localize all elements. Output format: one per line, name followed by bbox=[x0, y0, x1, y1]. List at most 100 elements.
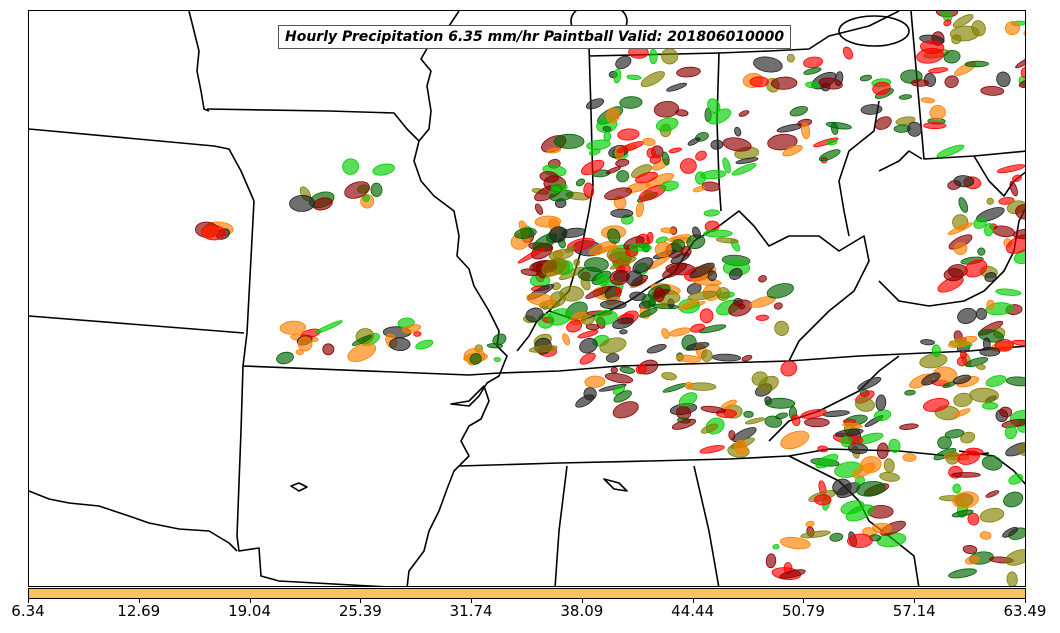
precip-paintball bbox=[584, 375, 606, 388]
colorbar-tick-label: 25.39 bbox=[338, 602, 382, 620]
precip-paintball bbox=[928, 67, 949, 74]
map-title-box: Hourly Precipitation 6.35 mm/hr Paintbal… bbox=[278, 25, 792, 49]
precip-paintball bbox=[996, 71, 1011, 88]
state-border bbox=[718, 11, 900, 54]
precip-paintball bbox=[342, 158, 359, 175]
precip-paintball bbox=[874, 116, 892, 130]
colorbar-tick bbox=[471, 599, 473, 603]
precip-paintball bbox=[964, 60, 989, 68]
precip-paintball bbox=[675, 354, 702, 363]
precip-paintball bbox=[581, 314, 595, 325]
precip-paintball bbox=[943, 49, 961, 64]
lake-outline bbox=[603, 478, 628, 492]
precip-paintball bbox=[1020, 66, 1025, 79]
precip-paintball bbox=[676, 66, 701, 78]
precip-paintball bbox=[675, 109, 689, 117]
precip-paintball bbox=[1002, 526, 1019, 538]
precip-paintball bbox=[583, 182, 595, 199]
precip-paintball bbox=[649, 48, 658, 65]
precip-paintball bbox=[610, 366, 618, 374]
state-border bbox=[768, 355, 900, 442]
precip-paintball bbox=[680, 158, 697, 174]
colorbar-tick bbox=[1025, 599, 1026, 603]
precip-paintball bbox=[660, 180, 679, 192]
precip-paintball bbox=[1023, 26, 1025, 36]
precip-paintball bbox=[605, 353, 620, 363]
precip-paintball bbox=[995, 288, 1022, 296]
precip-paintball bbox=[1005, 549, 1025, 566]
precip-paintball bbox=[734, 126, 742, 137]
precip-paintball bbox=[929, 104, 946, 121]
precip-paintball bbox=[994, 338, 1014, 352]
colorbar-tick-label: 57.14 bbox=[892, 602, 936, 620]
precip-paintball bbox=[1009, 181, 1018, 197]
precip-paintball bbox=[964, 259, 988, 278]
colorbar-tick-label: 63.49 bbox=[1003, 602, 1047, 620]
precip-paintball bbox=[297, 336, 313, 352]
precip-paintball bbox=[945, 451, 960, 465]
precip-paintball bbox=[686, 342, 710, 351]
precip-paintball bbox=[690, 323, 706, 333]
precip-paintball bbox=[826, 139, 838, 146]
state-border bbox=[554, 465, 568, 586]
precip-paintball bbox=[662, 262, 688, 279]
precip-paintball bbox=[962, 544, 978, 555]
colorbar-tick-label: 19.04 bbox=[228, 602, 272, 620]
precip-paintball bbox=[965, 447, 984, 456]
precip-paintball bbox=[780, 360, 798, 377]
precip-paintball bbox=[615, 55, 632, 69]
precip-paintball bbox=[957, 307, 977, 324]
precip-paintball bbox=[351, 335, 372, 346]
precip-paintball bbox=[579, 337, 598, 354]
precip-paintball bbox=[666, 82, 688, 92]
precip-paintball bbox=[415, 339, 434, 350]
precip-paintball bbox=[1011, 174, 1022, 183]
precip-paintball bbox=[741, 354, 753, 362]
precip-paintball bbox=[661, 372, 677, 381]
precip-paintball bbox=[660, 227, 676, 234]
precip-paintball bbox=[979, 531, 992, 540]
precip-paintball bbox=[659, 302, 668, 308]
precip-paintball bbox=[493, 357, 501, 362]
precip-paintball bbox=[1005, 376, 1025, 387]
precip-paintball bbox=[612, 401, 639, 419]
precip-paintball bbox=[469, 353, 482, 365]
precip-paintball bbox=[822, 410, 850, 417]
precip-paintball bbox=[577, 330, 599, 339]
precip-paintball bbox=[600, 299, 627, 310]
precip-paintball bbox=[711, 353, 742, 362]
precip-paintball bbox=[919, 353, 948, 369]
precip-paintball bbox=[692, 226, 701, 239]
precip-paintball bbox=[534, 203, 544, 215]
precip-paintball bbox=[982, 337, 991, 351]
precip-paintball bbox=[546, 147, 561, 154]
precip-paintball bbox=[575, 178, 586, 187]
precip-paintball bbox=[1004, 21, 1020, 36]
precip-paintball bbox=[744, 417, 765, 425]
precip-paintball bbox=[948, 335, 978, 348]
colorbar-tick-label: 38.09 bbox=[560, 602, 604, 620]
precip-paintball bbox=[492, 333, 507, 346]
state-border bbox=[838, 100, 880, 237]
colorbar-tick-label: 12.69 bbox=[117, 602, 161, 620]
precip-paintball bbox=[389, 337, 411, 352]
precip-paintball bbox=[370, 182, 383, 197]
precip-paintball bbox=[789, 105, 808, 117]
precip-paintball bbox=[401, 324, 422, 334]
precip-paintball bbox=[947, 222, 973, 235]
precip-paintball bbox=[734, 440, 748, 456]
precip-paintball bbox=[344, 181, 370, 199]
colorbar-tick-label: 44.44 bbox=[671, 602, 715, 620]
precip-paintball bbox=[805, 81, 820, 89]
precip-paintball bbox=[599, 337, 627, 354]
precip-paintball bbox=[953, 175, 975, 188]
precip-paintball bbox=[780, 430, 810, 450]
precip-paintball bbox=[372, 163, 395, 176]
colorbar-tick bbox=[692, 599, 694, 603]
precip-paintball bbox=[847, 533, 873, 549]
precip-paintball bbox=[550, 182, 568, 192]
precip-paintball bbox=[800, 530, 831, 539]
precip-paintball bbox=[1003, 491, 1024, 508]
precip-paintball bbox=[985, 490, 1000, 498]
precip-paintball bbox=[635, 201, 645, 218]
